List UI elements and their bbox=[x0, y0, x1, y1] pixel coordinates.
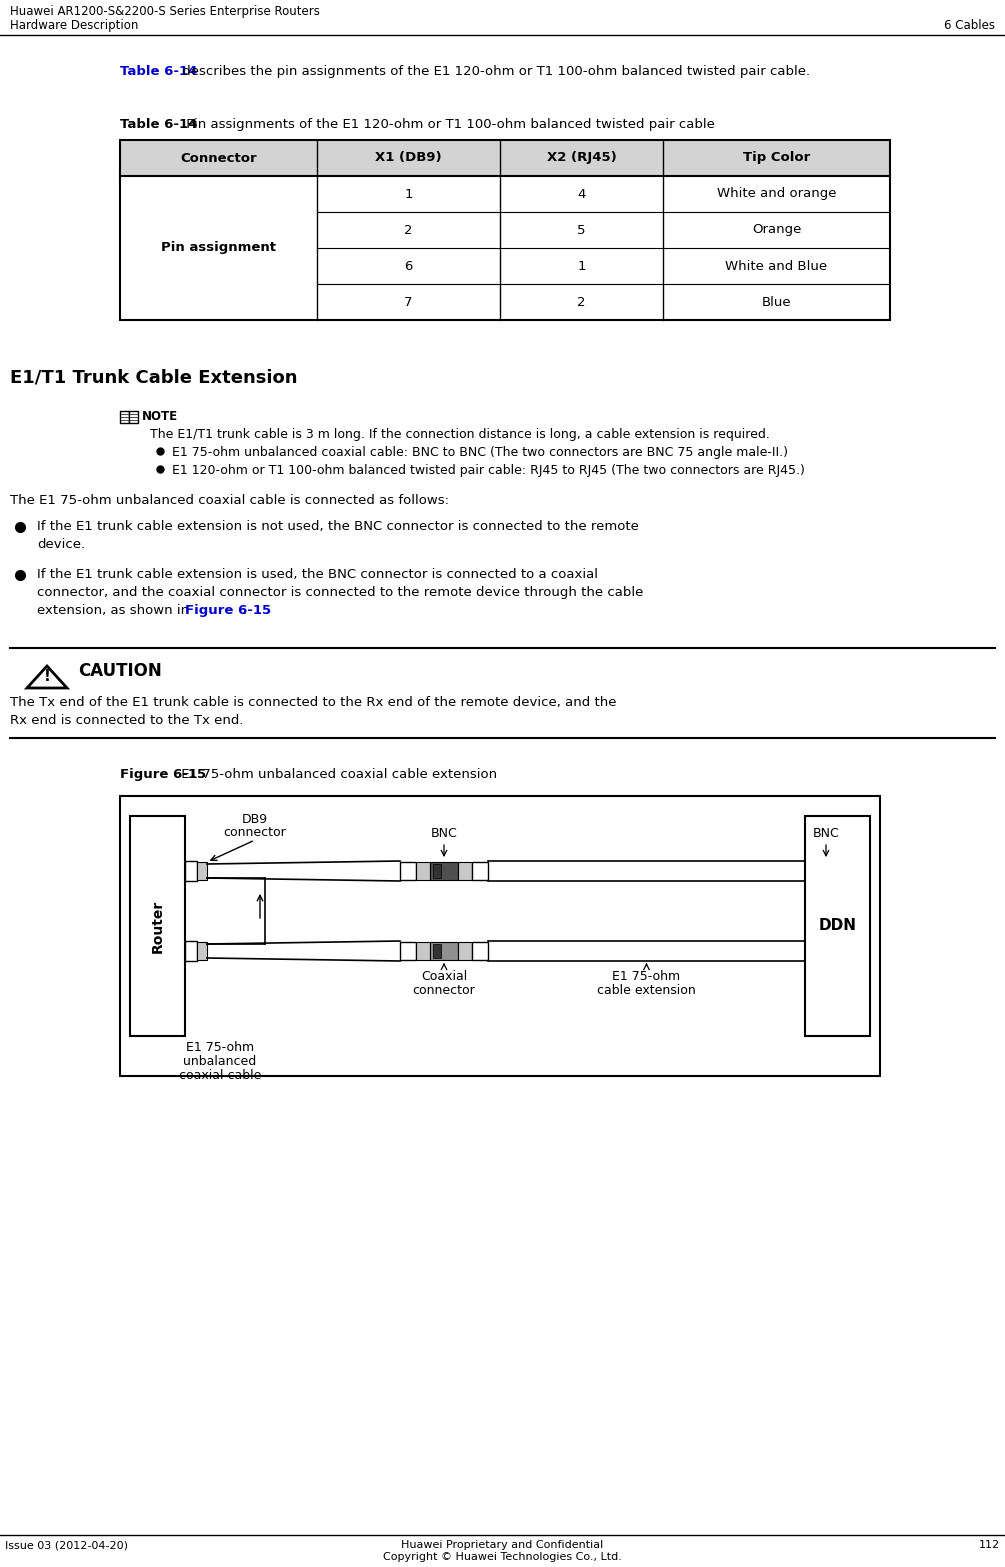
Bar bbox=[129, 411, 138, 423]
Text: E1 75-ohm unbalanced coaxial cable: BNC to BNC (The two connectors are BNC 75 an: E1 75-ohm unbalanced coaxial cable: BNC … bbox=[172, 447, 788, 459]
Text: White and orange: White and orange bbox=[717, 188, 836, 201]
Bar bbox=[400, 862, 416, 881]
Bar bbox=[805, 816, 870, 1036]
Polygon shape bbox=[27, 666, 67, 688]
Text: cable extension: cable extension bbox=[597, 984, 695, 997]
Text: .: . bbox=[243, 603, 247, 617]
Text: 6 Cables: 6 Cables bbox=[944, 19, 995, 31]
Bar bbox=[433, 943, 441, 957]
Bar bbox=[130, 816, 185, 1036]
Bar bbox=[400, 942, 416, 961]
Text: BNC: BNC bbox=[430, 827, 457, 840]
Bar bbox=[185, 942, 197, 961]
Bar bbox=[433, 863, 441, 878]
Text: X2 (RJ45): X2 (RJ45) bbox=[547, 152, 616, 165]
Bar bbox=[416, 862, 430, 881]
Text: connector, and the coaxial connector is connected to the remote device through t: connector, and the coaxial connector is … bbox=[37, 586, 643, 599]
Text: Tip Color: Tip Color bbox=[743, 152, 810, 165]
Text: BNC: BNC bbox=[813, 827, 839, 840]
Text: coaxial cable: coaxial cable bbox=[179, 1069, 261, 1081]
Text: !: ! bbox=[43, 669, 50, 685]
Text: Connector: Connector bbox=[180, 152, 257, 165]
Text: Pin assignment: Pin assignment bbox=[161, 241, 276, 254]
Bar bbox=[805, 862, 819, 881]
Text: 7: 7 bbox=[404, 296, 413, 309]
Text: Table 6-14: Table 6-14 bbox=[120, 64, 197, 78]
Bar bbox=[819, 942, 833, 961]
Text: White and Blue: White and Blue bbox=[726, 260, 827, 273]
Bar bbox=[120, 139, 890, 320]
Text: Rx end is connected to the Tx end.: Rx end is connected to the Tx end. bbox=[10, 715, 243, 727]
Text: Huawei Proprietary and Confidential
Copyright © Huawei Technologies Co., Ltd.: Huawei Proprietary and Confidential Copy… bbox=[383, 1540, 622, 1562]
Text: The E1 75-ohm unbalanced coaxial cable is connected as follows:: The E1 75-ohm unbalanced coaxial cable i… bbox=[10, 494, 449, 508]
Text: The E1/T1 trunk cable is 3 m long. If the connection distance is long, a cable e: The E1/T1 trunk cable is 3 m long. If th… bbox=[150, 428, 770, 440]
Text: If the E1 trunk cable extension is used, the BNC connector is connected to a coa: If the E1 trunk cable extension is used,… bbox=[37, 567, 598, 581]
Text: Orange: Orange bbox=[752, 224, 801, 237]
Text: DB9: DB9 bbox=[242, 813, 268, 826]
Text: NOTE: NOTE bbox=[142, 411, 178, 423]
Text: Coaxial: Coaxial bbox=[421, 970, 467, 983]
Text: X1 (DB9): X1 (DB9) bbox=[375, 152, 442, 165]
Bar bbox=[185, 860, 197, 881]
Bar bbox=[197, 862, 207, 881]
Text: E1 75-ohm: E1 75-ohm bbox=[612, 970, 680, 983]
Text: CAUTION: CAUTION bbox=[78, 661, 162, 680]
Text: Router: Router bbox=[151, 899, 165, 953]
Bar bbox=[120, 411, 129, 423]
Bar bbox=[458, 942, 472, 961]
Text: unbalanced: unbalanced bbox=[183, 1055, 256, 1069]
Text: 112: 112 bbox=[979, 1540, 1000, 1550]
Bar bbox=[120, 796, 880, 1077]
Text: 2: 2 bbox=[404, 224, 413, 237]
Text: If the E1 trunk cable extension is not used, the BNC connector is connected to t: If the E1 trunk cable extension is not u… bbox=[37, 520, 639, 533]
Bar bbox=[472, 942, 488, 961]
Text: Pin assignments of the E1 120-ohm or T1 100-ohm balanced twisted pair cable: Pin assignments of the E1 120-ohm or T1 … bbox=[182, 118, 715, 132]
Text: device.: device. bbox=[37, 537, 85, 552]
Bar bbox=[458, 862, 472, 881]
Text: Figure 6-15: Figure 6-15 bbox=[120, 768, 206, 780]
Text: E1/T1 Trunk Cable Extension: E1/T1 Trunk Cable Extension bbox=[10, 368, 297, 385]
Text: Figure 6-15: Figure 6-15 bbox=[185, 603, 271, 617]
Bar bbox=[805, 942, 819, 961]
Text: Table 6-14: Table 6-14 bbox=[120, 118, 197, 132]
Text: connector: connector bbox=[413, 984, 475, 997]
Bar bbox=[430, 862, 458, 881]
Text: E1 75-ohm: E1 75-ohm bbox=[186, 1040, 254, 1055]
Text: extension, as shown in: extension, as shown in bbox=[37, 603, 193, 617]
Text: Hardware Description: Hardware Description bbox=[10, 19, 139, 31]
Text: E1 75-ohm unbalanced coaxial cable extension: E1 75-ohm unbalanced coaxial cable exten… bbox=[177, 768, 497, 780]
Text: 2: 2 bbox=[577, 296, 586, 309]
Text: 4: 4 bbox=[577, 188, 586, 201]
Text: 5: 5 bbox=[577, 224, 586, 237]
Text: Blue: Blue bbox=[762, 296, 791, 309]
Text: Issue 03 (2012-04-20): Issue 03 (2012-04-20) bbox=[5, 1540, 128, 1550]
Text: describes the pin assignments of the E1 120-ohm or T1 100-ohm balanced twisted p: describes the pin assignments of the E1 … bbox=[178, 64, 810, 78]
Text: E1 120-ohm or T1 100-ohm balanced twisted pair cable: RJ45 to RJ45 (The two conn: E1 120-ohm or T1 100-ohm balanced twiste… bbox=[172, 464, 805, 476]
Bar bbox=[120, 139, 890, 176]
Bar bbox=[416, 942, 430, 961]
Bar bbox=[430, 942, 458, 961]
Text: The Tx end of the E1 trunk cable is connected to the Rx end of the remote device: The Tx end of the E1 trunk cable is conn… bbox=[10, 696, 616, 708]
Text: 1: 1 bbox=[577, 260, 586, 273]
Text: Huawei AR1200-S&2200-S Series Enterprise Routers: Huawei AR1200-S&2200-S Series Enterprise… bbox=[10, 5, 320, 17]
Text: 6: 6 bbox=[404, 260, 413, 273]
Text: connector: connector bbox=[224, 826, 286, 838]
Bar bbox=[819, 862, 833, 881]
Bar bbox=[197, 942, 207, 961]
Text: 1: 1 bbox=[404, 188, 413, 201]
Bar bbox=[472, 862, 488, 881]
Text: DDN: DDN bbox=[818, 918, 856, 934]
